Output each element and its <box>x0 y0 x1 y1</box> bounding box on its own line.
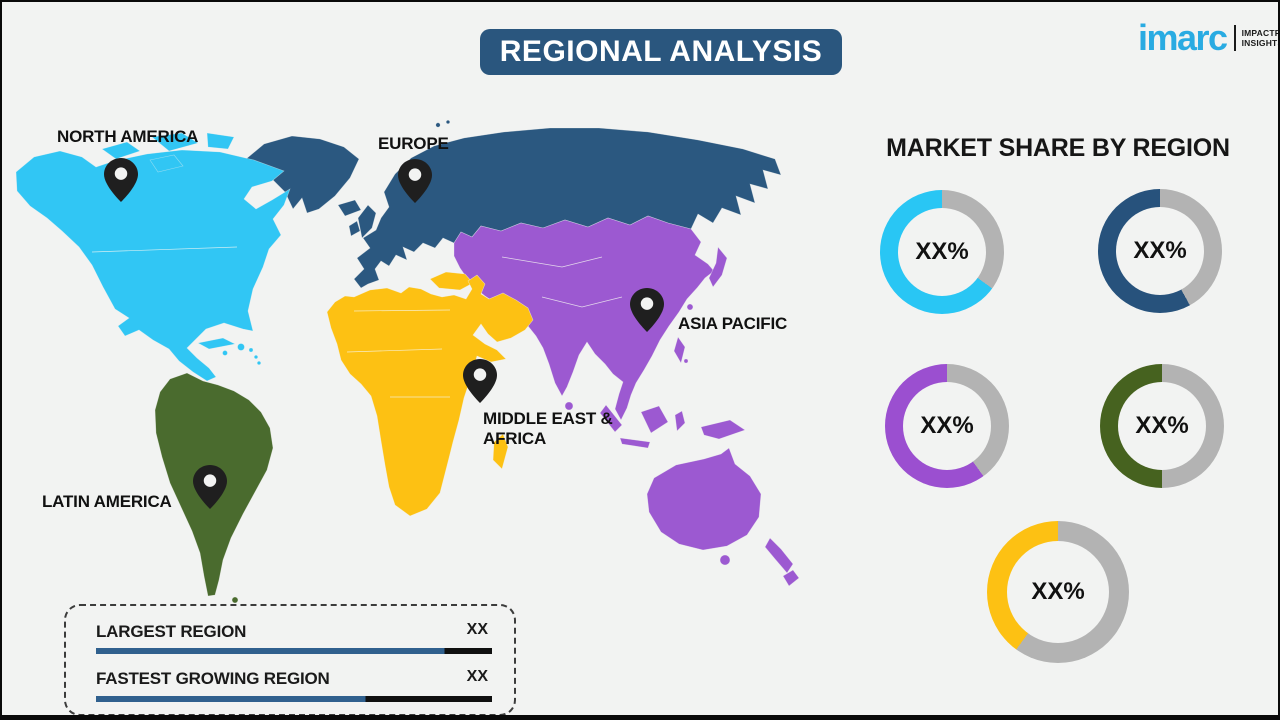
label-europe: EUROPE <box>378 134 449 153</box>
legend-value-fastest-growing-region: XX <box>466 668 488 685</box>
logo-tagline: IMPACTFUL INSIGHTS <box>1241 27 1280 48</box>
donut-chart-europe: XX% <box>1098 189 1222 313</box>
imarc-wordmark: imarc <box>1138 17 1228 58</box>
label-asia-pacific: ASIA PACIFIC <box>678 314 788 333</box>
logo-tagline-line1: IMPACTFUL <box>1241 27 1280 38</box>
legend-label-largest-region: LARGEST REGION <box>96 622 247 641</box>
donut-value-label: XX% <box>1135 412 1189 439</box>
country-borders-decor <box>91 246 623 398</box>
label-middle-east-africa: MIDDLE EAST & AFRICA <box>483 409 613 449</box>
pin-europe <box>398 159 432 203</box>
region-asia-pacific <box>453 215 800 587</box>
region-north-america <box>15 132 291 382</box>
logo-divider <box>1233 25 1236 51</box>
title-banner: REGIONAL ANALYSIS <box>480 29 842 75</box>
legend-value-largest-region: XX <box>466 621 488 638</box>
imarc-logo: imarc IMPACTFUL INSIGHTS <box>1138 17 1280 58</box>
market-share-heading: MARKET SHARE BY REGION <box>886 134 1230 162</box>
pin-asia-pacific <box>630 288 664 332</box>
region-middle-east-africa <box>326 271 534 517</box>
legend-box: LARGEST REGION XX FASTEST GROWING REGION… <box>64 604 516 715</box>
donut-value-label: XX% <box>920 412 974 439</box>
label-latin-america: LATIN AMERICA <box>42 492 172 511</box>
donut-chart-asia-pacific: XX% <box>885 364 1009 488</box>
label-north-america: NORTH AMERICA <box>57 127 199 146</box>
donut-chart-middle-east-africa: XX% <box>987 521 1129 663</box>
legend-bar-largest-region <box>96 648 492 654</box>
donut-value-label: XX% <box>915 238 969 265</box>
pin-middle-east-africa <box>463 359 497 403</box>
donut-chart-north-america: XX% <box>880 190 1004 314</box>
donut-chart-latin-america: XX% <box>1100 364 1224 488</box>
label-mea-line2: AFRICA <box>483 429 547 448</box>
legend-label-fastest-growing-region: FASTEST GROWING REGION <box>96 669 330 688</box>
donut-value-label: XX% <box>1031 578 1085 605</box>
label-mea-line1: MIDDLE EAST & <box>483 409 613 428</box>
logo-tagline-line2: INSIGHTS <box>1241 38 1280 48</box>
pin-latin-america <box>193 465 227 509</box>
donut-value-label: XX% <box>1133 237 1187 264</box>
page-title: REGIONAL ANALYSIS <box>499 35 823 68</box>
legend-bar-fastest-growing-region <box>96 696 492 702</box>
pin-north-america <box>104 158 138 202</box>
